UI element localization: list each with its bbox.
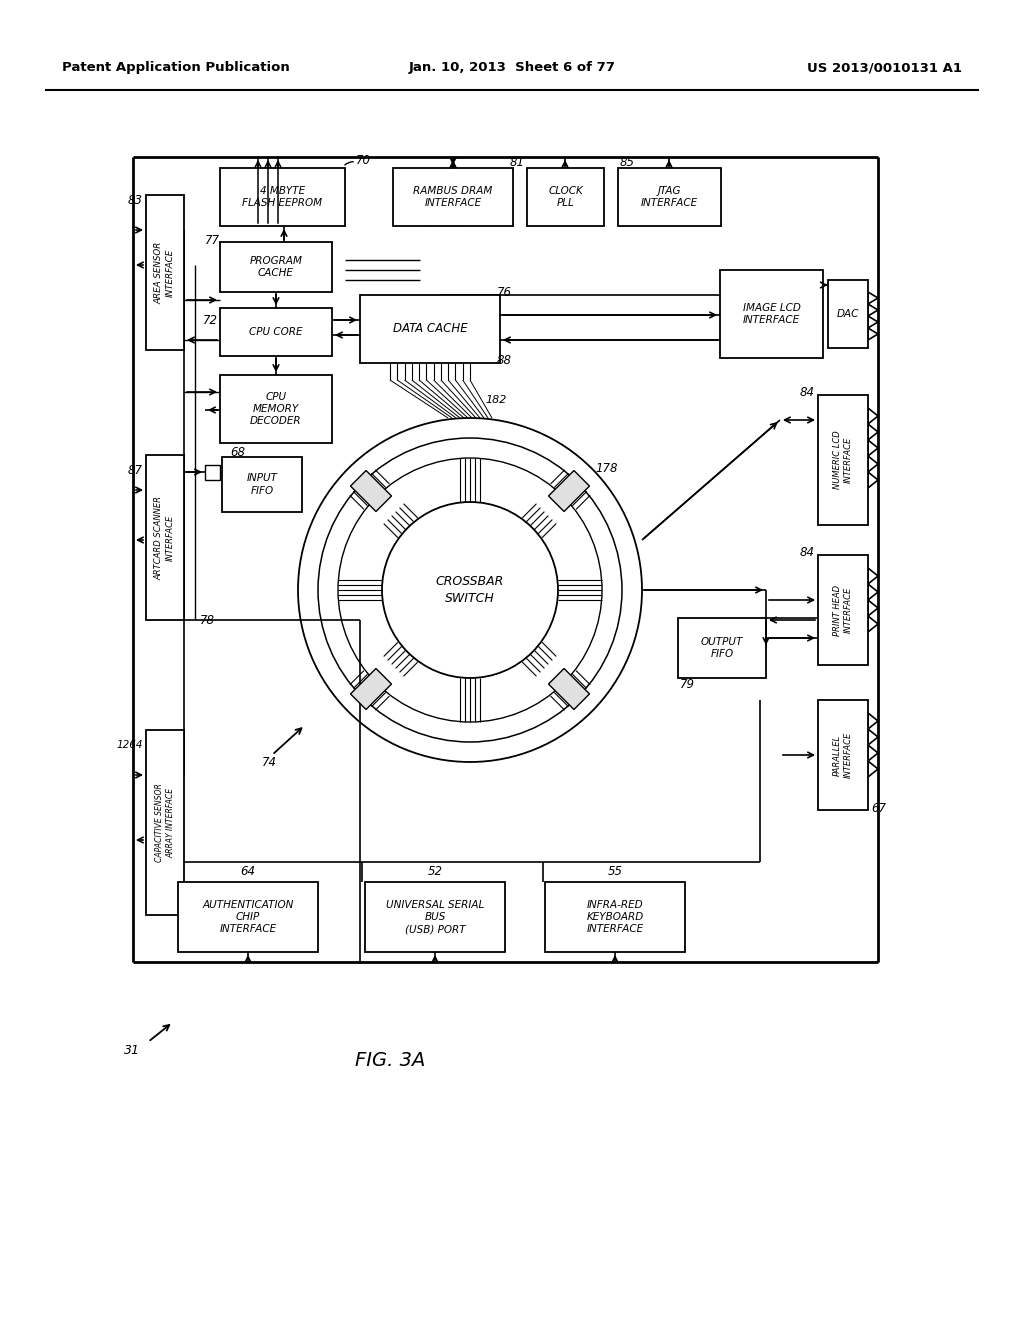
Bar — [220, 308, 332, 356]
Text: 84: 84 — [800, 546, 815, 560]
Bar — [527, 168, 604, 226]
Text: 31: 31 — [124, 1044, 140, 1056]
Text: 4 MBYTE
FLASH EEPROM: 4 MBYTE FLASH EEPROM — [243, 186, 323, 209]
Bar — [818, 554, 868, 665]
Text: CAPACITIVE SENSOR
ARRAY INTERFACE: CAPACITIVE SENSOR ARRAY INTERFACE — [155, 783, 175, 862]
Text: 64: 64 — [241, 865, 256, 878]
Text: 79: 79 — [680, 678, 695, 692]
Text: 77: 77 — [205, 234, 220, 247]
Text: CPU
MEMORY
DECODER: CPU MEMORY DECODER — [250, 392, 302, 426]
Text: 68: 68 — [230, 446, 245, 458]
Text: 74: 74 — [262, 755, 278, 768]
Text: 1264: 1264 — [117, 741, 143, 750]
Text: CROSSBAR
SWITCH: CROSSBAR SWITCH — [436, 576, 504, 605]
Text: INPUT
FIFO: INPUT FIFO — [247, 474, 278, 496]
Text: Patent Application Publication: Patent Application Publication — [62, 62, 290, 74]
Text: 83: 83 — [128, 194, 143, 206]
Text: DAC: DAC — [837, 309, 859, 319]
Polygon shape — [350, 470, 391, 512]
Text: JTAG
INTERFACE: JTAG INTERFACE — [641, 186, 698, 209]
Text: PRINT HEAD
INTERFACE: PRINT HEAD INTERFACE — [833, 585, 853, 635]
Bar — [146, 730, 184, 915]
Text: AREA SENSOR
INTERFACE: AREA SENSOR INTERFACE — [155, 242, 175, 304]
Bar — [178, 882, 318, 952]
Text: IMAGE LCD
INTERFACE: IMAGE LCD INTERFACE — [742, 302, 801, 325]
Text: AUTHENTICATION
CHIP
INTERFACE: AUTHENTICATION CHIP INTERFACE — [203, 900, 294, 935]
Text: Jan. 10, 2013  Sheet 6 of 77: Jan. 10, 2013 Sheet 6 of 77 — [409, 62, 615, 74]
Text: 85: 85 — [620, 157, 635, 169]
Text: UNIVERSAL SERIAL
BUS
(USB) PORT: UNIVERSAL SERIAL BUS (USB) PORT — [386, 900, 484, 935]
Bar — [545, 882, 685, 952]
Bar — [720, 271, 823, 358]
Text: 81: 81 — [510, 156, 525, 169]
Bar — [222, 457, 302, 512]
Text: 52: 52 — [427, 865, 442, 878]
Text: 67: 67 — [871, 801, 886, 814]
Text: ARTCARD SCANNER
INTERFACE: ARTCARD SCANNER INTERFACE — [155, 495, 175, 579]
Text: CLOCK
PLL: CLOCK PLL — [548, 186, 583, 209]
Text: 55: 55 — [607, 865, 623, 878]
Text: 76: 76 — [497, 285, 512, 298]
Bar — [146, 195, 184, 350]
Text: DATA CACHE: DATA CACHE — [392, 322, 467, 335]
Bar — [220, 242, 332, 292]
Text: RAMBUS DRAM
INTERFACE: RAMBUS DRAM INTERFACE — [414, 186, 493, 209]
Text: CPU CORE: CPU CORE — [249, 327, 303, 337]
Bar — [618, 168, 721, 226]
Bar — [678, 618, 766, 678]
Text: OUTPUT
FIFO: OUTPUT FIFO — [700, 636, 743, 659]
Text: 78: 78 — [200, 614, 215, 627]
Bar — [205, 465, 220, 480]
Bar — [818, 395, 868, 525]
Text: 88: 88 — [497, 354, 512, 367]
Text: PARALLEL
INTERFACE: PARALLEL INTERFACE — [833, 731, 853, 777]
Text: US 2013/0010131 A1: US 2013/0010131 A1 — [807, 62, 962, 74]
Text: 84: 84 — [800, 385, 815, 399]
Bar — [818, 700, 868, 810]
Text: 178: 178 — [595, 462, 617, 474]
Text: 87: 87 — [128, 463, 143, 477]
Text: FIG. 3A: FIG. 3A — [354, 1051, 425, 1069]
Text: NUMERIC LCD
INTERFACE: NUMERIC LCD INTERFACE — [833, 430, 853, 490]
Bar — [365, 882, 505, 952]
Bar — [146, 455, 184, 620]
Polygon shape — [350, 668, 391, 710]
Text: 72: 72 — [203, 314, 218, 326]
Text: 70: 70 — [356, 153, 371, 166]
Polygon shape — [549, 668, 590, 710]
Bar — [220, 375, 332, 444]
Polygon shape — [549, 470, 590, 512]
Bar — [828, 280, 868, 348]
Bar — [220, 168, 345, 226]
Text: 182: 182 — [485, 395, 507, 405]
Bar — [393, 168, 513, 226]
Text: INFRA-RED
KEYBOARD
INTERFACE: INFRA-RED KEYBOARD INTERFACE — [587, 900, 644, 935]
Text: PROGRAM
CACHE: PROGRAM CACHE — [250, 256, 302, 279]
Bar — [360, 294, 500, 363]
